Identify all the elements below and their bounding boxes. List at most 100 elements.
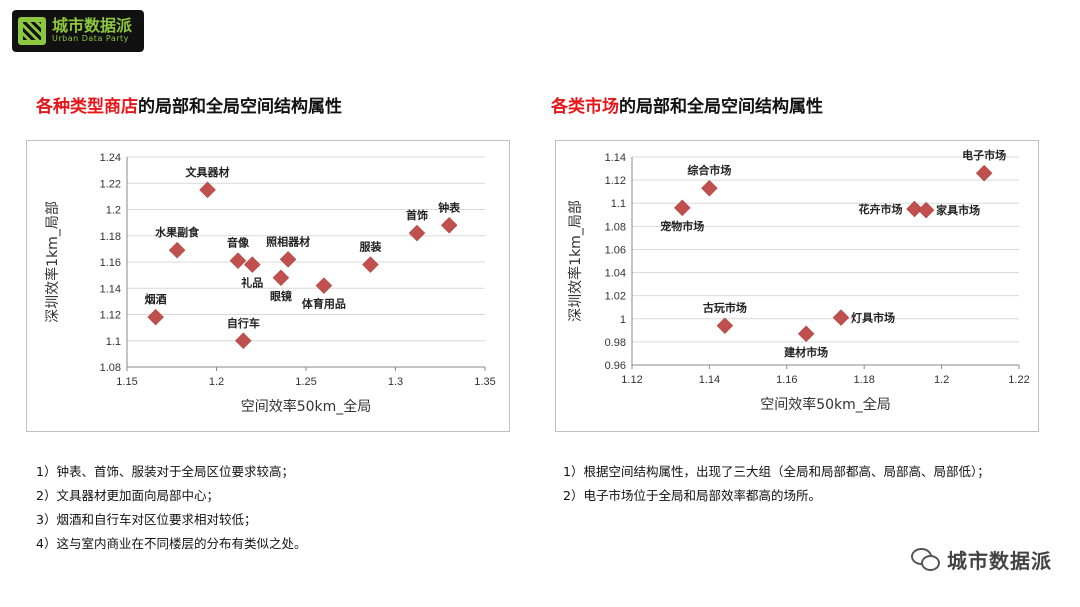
right-chart-x-tick-label: 1.12 [621, 374, 642, 386]
right-chart-point [797, 325, 815, 343]
left-chart-point [279, 251, 297, 268]
left-chart-y-tick-label: 1.1 [106, 336, 121, 348]
left-chart-point [362, 256, 379, 273]
left-chart-x-tick-label: 1.35 [474, 376, 495, 388]
left-chart-point-label: 礼品 [241, 276, 263, 290]
right-chart-x-tick-label: 1.2 [934, 374, 949, 386]
left-chart-y-tick-label: 1.24 [100, 152, 121, 164]
logo-cn: 城市数据派 [52, 16, 133, 36]
right-chart-x-tick-label: 1.22 [1008, 374, 1029, 386]
right-chart-point [701, 179, 718, 197]
wechat-icon [911, 547, 941, 572]
left-title-rest: 的局部和全局空间结构属性 [138, 97, 342, 117]
left-chart-x-tick-label: 1.3 [388, 376, 403, 388]
left-chart-point [272, 269, 290, 287]
left-chart-y-tick-label: 1.18 [100, 231, 121, 243]
left-chart-point-label: 首饰 [406, 208, 428, 222]
right-chart-y-axis-label: 深圳效率1km_局部 [567, 200, 584, 322]
wechat-account-name: 城市数据派 [947, 549, 1052, 573]
right-chart-y-tick-label: 1.02 [605, 291, 626, 303]
left-chart-y-tick-label: 1.14 [100, 283, 121, 295]
left-chart-x-tick-label: 1.15 [116, 376, 137, 388]
wechat-signature: 城市数据派 [911, 545, 1052, 574]
left-chart-point [168, 241, 186, 259]
right-chart-x-tick-label: 1.14 [699, 374, 720, 386]
right-note: 1）根据空间结构属性，出现了三大组（全局和局部都高、局部高、局部低）； [563, 464, 990, 479]
left-chart-panel: 1.08 1.1 1.12 1.14 1.16 1.18 1.2 1.22 1.24 1.15 1.… [26, 140, 510, 432]
left-chart-point-label: 文具器材 [186, 165, 230, 179]
right-chart-y-tick-label: 1.1 [611, 198, 626, 210]
left-chart-y-tick-label: 1.12 [100, 310, 121, 322]
right-chart-y-tick-label: 1.08 [605, 221, 626, 233]
right-title-rest: 的局部和全局空间结构属性 [619, 97, 823, 117]
left-note: 2）文具器材更加面向局部中心； [36, 488, 219, 503]
left-note: 4）这与室内商业在不同楼层的分布有类似之处。 [36, 536, 307, 551]
left-chart-point [199, 181, 216, 199]
right-title-highlight: 各类市场 [551, 97, 619, 117]
logo-icon [18, 17, 46, 45]
left-chart-point [243, 256, 261, 273]
right-chart-x-tick-label: 1.16 [776, 374, 797, 386]
left-chart-x-axis-label: 空间效率50km_全局 [241, 398, 372, 415]
right-notes: 1）根据空间结构属性，出现了三大组（全局和局部都高、局部高、局部低）； 2）电子… [563, 460, 990, 508]
right-chart-point-label: 宠物市场 [660, 219, 704, 233]
left-chart-point [440, 216, 458, 234]
left-chart-x-tick-label: 1.25 [295, 376, 316, 388]
left-chart-point-label: 体育用品 [302, 297, 346, 311]
left-chart-point-label: 音像 [227, 236, 250, 250]
left-chart-x-tick-label: 1.2 [209, 376, 224, 388]
right-chart-y-tick-label: 1.14 [605, 152, 626, 164]
left-chart-y-tick-label: 1.08 [100, 362, 121, 374]
left-chart-point [234, 332, 252, 350]
left-notes: 1）钟表、首饰、服装对于全局区位要求较高； 2）文具器材更加面向局部中心； 3）… [36, 460, 306, 556]
right-chart-point-label: 家具市场 [936, 203, 980, 217]
left-chart-point-label: 服装 [359, 240, 381, 254]
left-chart-point-label: 眼镜 [270, 289, 292, 303]
left-chart-point [229, 252, 247, 270]
right-scatter-chart: 0.96 0.98 1 1.02 1.04 1.06 1.08 1.1 1.12 1.14 1.12… [567, 148, 1030, 413]
left-note: 1）钟表、首饰、服装对于全局区位要求较高； [36, 464, 294, 479]
right-chart-point [917, 201, 935, 219]
left-note: 3）烟酒和自行车对区位要求相对较低； [36, 512, 257, 527]
right-chart-x-tick-label: 1.18 [853, 374, 874, 386]
right-chart-point-label: 花卉市场 [859, 202, 903, 216]
right-chart-point [832, 309, 850, 326]
left-chart-title: 各种类型商店的局部和全局空间结构属性 [36, 92, 342, 117]
left-chart-point-label: 水果副食 [155, 225, 200, 239]
right-chart-point [716, 317, 734, 335]
right-chart-point-label: 古玩市场 [703, 301, 747, 315]
right-chart-y-tick-label: 1.06 [605, 244, 626, 256]
brand-logo: 城市数据派 Urban Data Party [12, 10, 144, 52]
left-chart-point [408, 224, 426, 242]
left-chart-y-tick-label: 1.16 [100, 257, 121, 269]
right-chart-point-label: 灯具市场 [851, 311, 895, 325]
right-chart-panel: 0.96 0.98 1 1.02 1.04 1.06 1.08 1.1 1.12 1.14 1.12… [555, 140, 1039, 432]
logo-text: 城市数据派 Urban Data Party [52, 16, 133, 44]
right-chart-y-tick-label: 0.96 [605, 360, 626, 372]
right-chart-x-axis-label: 空间效率50km_全局 [760, 396, 891, 413]
right-chart-point [906, 200, 923, 218]
right-chart-y-tick-label: 1.12 [605, 175, 626, 187]
right-chart-point [673, 199, 691, 217]
right-chart-point-label: 建材市场 [784, 345, 828, 359]
right-chart-point-label: 综合市场 [687, 163, 731, 177]
right-chart-point [975, 164, 993, 182]
left-chart-y-tick-label: 1.2 [106, 205, 121, 217]
left-chart-point [147, 308, 164, 326]
left-chart-y-axis-label: 深圳效率1km_局部 [44, 201, 61, 323]
left-title-highlight: 各种类型商店 [36, 97, 138, 117]
left-chart-point-label: 自行车 [227, 316, 260, 330]
right-chart-y-tick-label: 0.98 [605, 337, 626, 349]
left-chart-point [315, 277, 333, 294]
right-chart-point-label: 电子市场 [962, 148, 1006, 162]
left-chart-point-label: 钟表 [438, 200, 461, 214]
right-chart-title: 各类市场的局部和全局空间结构属性 [551, 92, 823, 117]
right-chart-y-tick-label: 1.04 [605, 268, 626, 280]
right-chart-y-tick-label: 1 [620, 314, 626, 326]
left-chart-point-label: 烟酒 [145, 292, 167, 306]
left-chart-y-tick-label: 1.22 [100, 178, 121, 190]
logo-en: Urban Data Party [52, 34, 129, 44]
right-note: 2）电子市场位于全局和局部效率都高的场所。 [563, 488, 821, 503]
left-chart-point-label: 照相器材 [266, 234, 310, 248]
left-scatter-chart: 1.08 1.1 1.12 1.14 1.16 1.18 1.2 1.22 1.24 1.15 1.… [44, 152, 496, 415]
